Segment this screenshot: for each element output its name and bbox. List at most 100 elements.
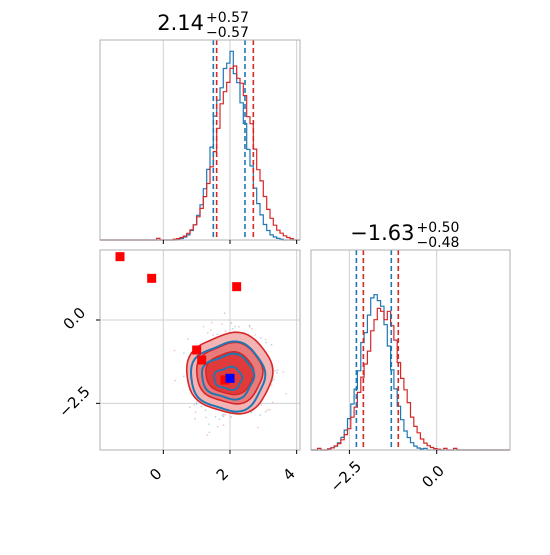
joint-blue-contour-inner xyxy=(201,352,256,401)
joint-marker-red xyxy=(192,345,202,355)
hist_param1-title-upper: +0.57 xyxy=(206,10,249,26)
joint-sample-point xyxy=(238,325,240,328)
joint-sample-point xyxy=(173,349,176,352)
joint-sample-point xyxy=(210,329,212,332)
joint-sample-point xyxy=(222,413,224,416)
joint-sample-point xyxy=(259,337,262,339)
joint-red-contour-inner xyxy=(205,351,255,396)
joint-sample-point xyxy=(274,369,276,372)
joint-sample-point xyxy=(224,330,227,333)
hist_param1-title: 2.14 +0.57−0.57 xyxy=(157,10,249,41)
joint-sample-point xyxy=(223,312,226,315)
hist_param2-title: −1.63 +0.50−0.48 xyxy=(350,220,459,251)
joint-sample-point xyxy=(206,331,209,334)
joint-marker-red xyxy=(197,355,207,365)
joint-xtick-label: 0 xyxy=(146,465,165,484)
hist_param2-xtick-label: 0.0 xyxy=(418,462,448,492)
joint-sample-point xyxy=(230,416,233,418)
joint-marker-red xyxy=(115,252,125,262)
hist_param2-frame xyxy=(310,249,511,451)
joint-blue-contour-core xyxy=(213,365,244,391)
joint-sample-point xyxy=(193,403,196,406)
joint-sample-point xyxy=(265,341,268,344)
joint-sample-point xyxy=(200,405,203,407)
joint-sample-point xyxy=(208,423,210,425)
joint-blue-contour-outer xyxy=(189,340,267,413)
joint-sample-point xyxy=(231,327,234,330)
joint-marker-red xyxy=(232,282,242,292)
joint-sample-point xyxy=(216,425,219,428)
joint-sample-point xyxy=(206,434,209,437)
joint-sample-point xyxy=(266,408,269,411)
hist_param1-title-value: 2.14 xyxy=(157,11,204,35)
joint-sample-point xyxy=(264,338,267,341)
joint-sample-point xyxy=(216,333,219,336)
joint-sample-point xyxy=(183,375,185,378)
joint-sample-point xyxy=(260,404,263,407)
joint-sample-point xyxy=(282,371,285,374)
hist_param2-panel: −1.63 +0.50−0.48 −2.5 0.0 xyxy=(310,220,511,496)
joint-sample-point xyxy=(195,401,198,404)
joint-xtick-label: 4 xyxy=(279,465,298,484)
hist_param1-title-lower: −0.57 xyxy=(206,25,249,41)
hist_param2-hist-series-1 xyxy=(311,307,510,451)
joint-sample-point xyxy=(222,424,225,427)
hist_param2-title-lower: −0.48 xyxy=(417,235,460,251)
joint-marker-red xyxy=(147,273,157,283)
joint-sample-point xyxy=(251,328,253,330)
joint-sample-point xyxy=(222,415,225,418)
joint-sample-point xyxy=(276,372,278,374)
joint-ytick-label: 0.0 xyxy=(60,304,90,334)
joint-sample-point xyxy=(234,325,236,328)
joint-sample-point xyxy=(194,417,196,420)
joint-sample-point xyxy=(205,416,207,419)
joint-sample-point xyxy=(194,411,197,414)
joint-sample-point xyxy=(270,343,273,346)
joint-sample-point xyxy=(265,410,267,413)
joint-sample-point xyxy=(189,406,191,408)
joint-panel: 0 2 4 0.0 −2.5 xyxy=(55,249,301,484)
joint-sample-point xyxy=(210,321,213,324)
hist_param2-title-value: −1.63 xyxy=(350,221,414,245)
joint-sample-point xyxy=(204,409,207,412)
joint-marker-red xyxy=(220,375,230,385)
joint-sample-point xyxy=(268,408,271,411)
joint-sample-point xyxy=(195,403,198,405)
joint-sample-point xyxy=(214,416,217,418)
joint-marker-blue xyxy=(225,373,235,383)
joint-sample-point xyxy=(218,418,221,421)
joint-sample-point xyxy=(271,401,274,404)
joint-sample-point xyxy=(259,414,261,416)
joint-sample-point xyxy=(270,384,273,387)
joint-sample-point xyxy=(222,414,224,417)
joint-sample-point xyxy=(212,334,215,337)
joint-sample-point xyxy=(208,431,211,434)
joint-sample-point xyxy=(256,426,259,429)
joint-sample-point xyxy=(230,322,233,324)
joint-sample-point xyxy=(174,379,176,382)
joint-sample-point xyxy=(187,338,189,340)
joint-sample-point xyxy=(254,334,257,336)
hist_param1-panel: 2.14 +0.57−0.57 xyxy=(99,10,301,244)
hist_param2-title-upper: +0.50 xyxy=(417,220,460,236)
joint-sample-point xyxy=(224,413,227,416)
joint-frame xyxy=(99,249,301,451)
joint-sample-point xyxy=(250,411,253,414)
joint-xtick-label: 2 xyxy=(213,465,232,484)
joint-sample-point xyxy=(248,324,251,327)
joint-sample-point xyxy=(276,369,279,371)
joint-sample-point xyxy=(284,392,287,395)
joint-sample-point xyxy=(273,378,275,381)
joint-sample-point xyxy=(183,352,185,354)
joint-sample-point xyxy=(202,325,205,328)
joint-sample-point xyxy=(221,323,223,325)
joint-ytick-label: −2.5 xyxy=(55,383,93,421)
hist_param2-hist-series-0 xyxy=(311,294,510,451)
hist_param1-frame xyxy=(99,39,301,241)
hist_param1-hist-series-1 xyxy=(100,65,300,241)
joint-inner xyxy=(100,250,300,450)
joint-sample-point xyxy=(248,325,251,328)
hist_param2-xtick-label: −2.5 xyxy=(327,457,365,495)
